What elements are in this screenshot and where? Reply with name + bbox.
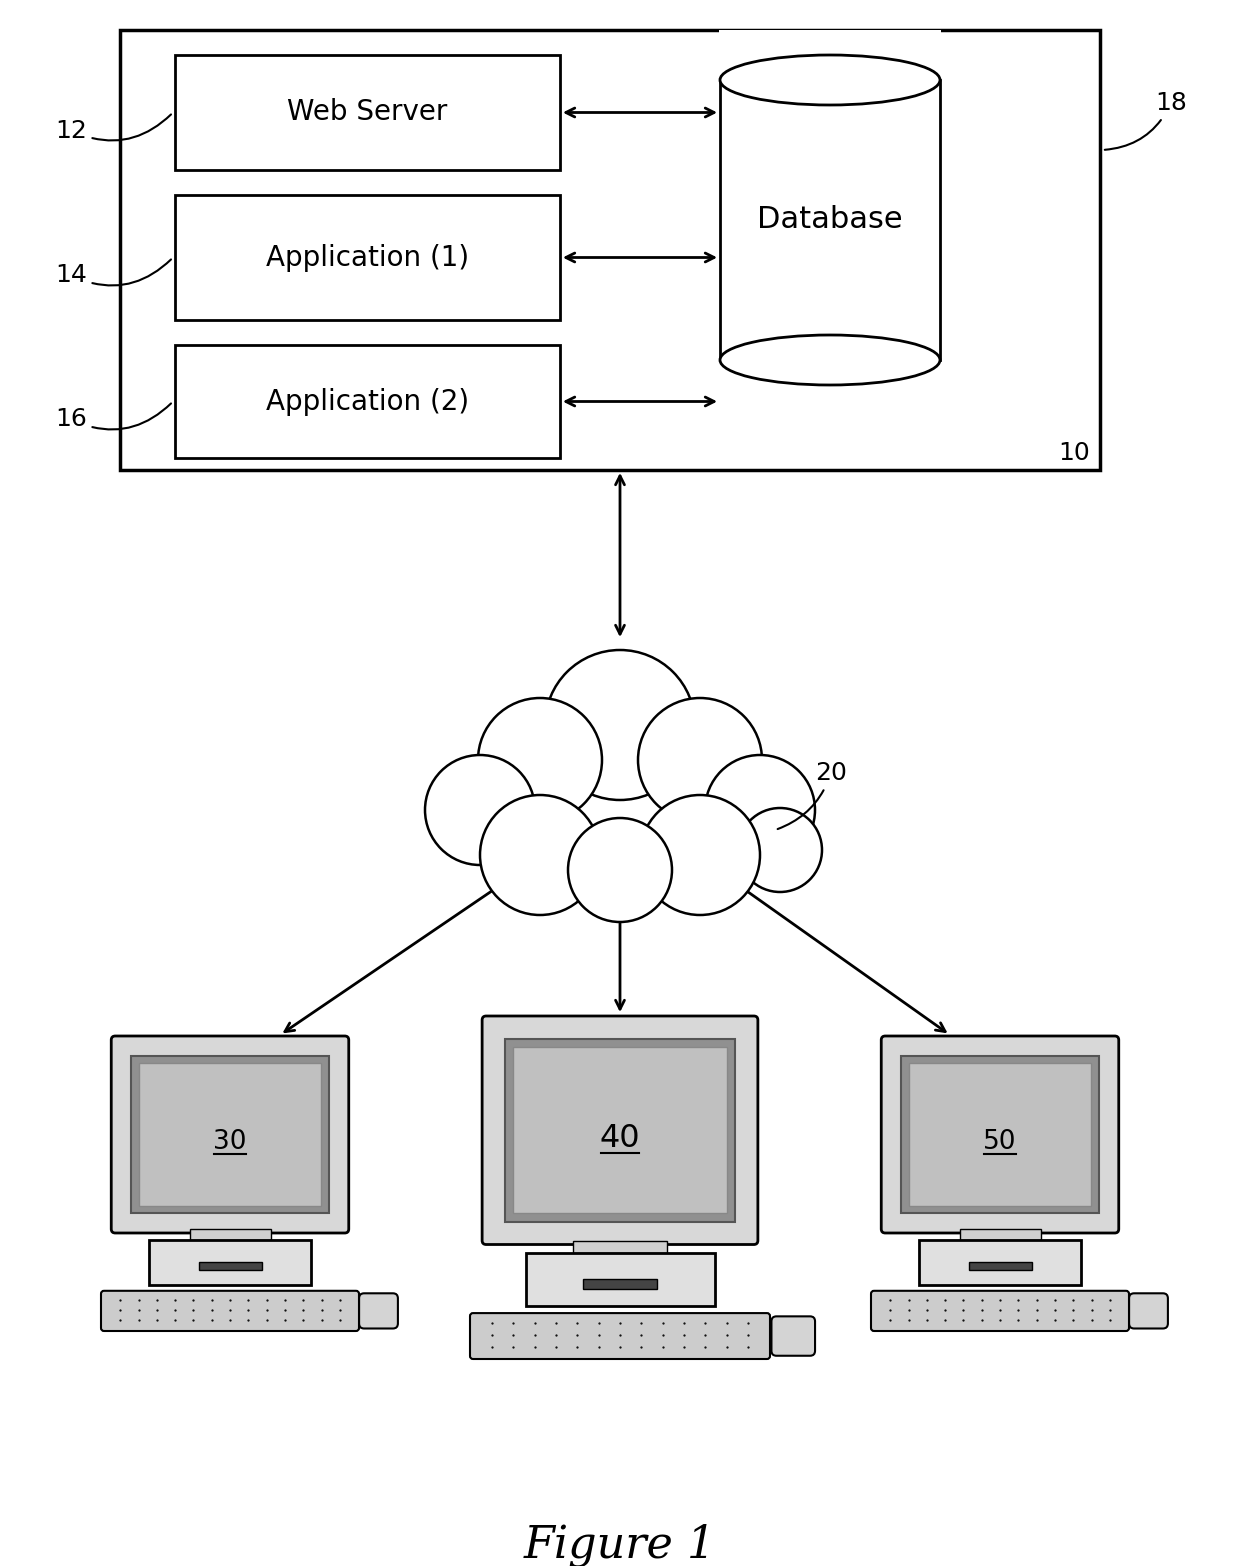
FancyBboxPatch shape (470, 1314, 770, 1359)
FancyBboxPatch shape (100, 1290, 360, 1331)
Bar (919, 1240, 1081, 1284)
Bar (505, 1038, 735, 1221)
Bar (175, 55, 560, 171)
Circle shape (639, 698, 763, 822)
Bar (131, 1055, 329, 1212)
Bar (120, 30, 1100, 470)
FancyBboxPatch shape (870, 1290, 1128, 1331)
Bar (909, 1063, 1091, 1206)
Text: 10: 10 (1058, 442, 1090, 465)
Bar (139, 1063, 321, 1206)
Text: 30: 30 (213, 1129, 247, 1154)
Text: Application (1): Application (1) (265, 243, 469, 271)
Bar (513, 1048, 727, 1214)
Text: 14: 14 (55, 260, 171, 288)
FancyBboxPatch shape (112, 1037, 348, 1232)
Ellipse shape (720, 335, 940, 385)
Bar (190, 1229, 270, 1240)
Text: 16: 16 (55, 404, 171, 432)
Bar (583, 1279, 657, 1289)
FancyBboxPatch shape (360, 1294, 398, 1328)
Circle shape (477, 698, 601, 822)
Bar (198, 1262, 262, 1270)
Bar (720, 80, 940, 360)
Bar (573, 1240, 667, 1253)
Text: 12: 12 (55, 114, 171, 143)
Bar (968, 1262, 1032, 1270)
Circle shape (425, 755, 534, 864)
Circle shape (546, 650, 694, 800)
Text: 20: 20 (777, 761, 847, 828)
Bar (901, 1055, 1099, 1212)
Bar (719, 30, 941, 55)
Text: 18: 18 (1105, 91, 1187, 150)
FancyBboxPatch shape (882, 1037, 1118, 1232)
Text: Figure 1: Figure 1 (523, 1524, 717, 1566)
Bar (175, 196, 560, 319)
Circle shape (640, 796, 760, 915)
FancyBboxPatch shape (482, 1016, 758, 1245)
FancyBboxPatch shape (771, 1317, 815, 1356)
Ellipse shape (720, 55, 940, 105)
Bar (526, 1253, 714, 1306)
FancyBboxPatch shape (1130, 1294, 1168, 1328)
Bar (960, 1229, 1040, 1240)
Circle shape (706, 755, 815, 864)
Text: 50: 50 (983, 1129, 1017, 1154)
Text: Application (2): Application (2) (265, 387, 469, 415)
Bar (149, 1240, 311, 1284)
Circle shape (480, 796, 600, 915)
Bar (175, 345, 560, 457)
Text: Database: Database (758, 205, 903, 235)
Circle shape (738, 808, 822, 893)
Text: 40: 40 (600, 1123, 640, 1154)
Text: Web Server: Web Server (288, 99, 448, 127)
Circle shape (568, 817, 672, 922)
